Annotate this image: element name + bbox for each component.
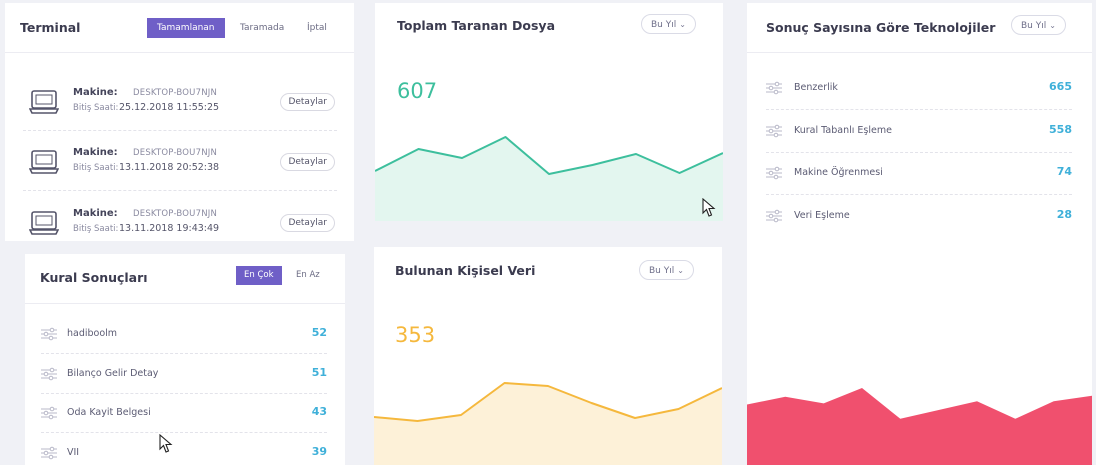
technology-count: 28	[1056, 208, 1072, 221]
details-button[interactable]: Detaylar	[280, 93, 335, 111]
scanned-files-filter[interactable]: Bu Yıl ⌄	[641, 14, 696, 34]
laptop-icon	[29, 90, 59, 114]
machine-label: Makine:	[73, 87, 118, 98]
list-item[interactable]: Makine Öğrenmesi 74	[766, 153, 1072, 195]
personal-data-value: 353	[395, 323, 436, 347]
tab-scanning[interactable]: Taramada	[240, 23, 285, 33]
end-time-value: 13.11.2018 19:43:49	[119, 223, 220, 234]
terminal-row: Makine: DESKTOP-BOU7NJN Bitiş Saati: 13.…	[23, 133, 337, 191]
technologies-filter[interactable]: Bu Yıl ⌄	[1011, 15, 1066, 35]
mouse-cursor-icon	[702, 198, 716, 217]
rule-count: 52	[311, 326, 327, 339]
technology-name: Veri Eşleme	[794, 210, 850, 221]
end-time-label: Bitiş Saati:	[73, 224, 119, 234]
scanned-files-title: Toplam Taranan Dosya	[397, 18, 556, 33]
chevron-down-icon: ⌄	[677, 266, 684, 275]
scanned-files-card: Toplam Taranan Dosya Bu Yıl ⌄ 607	[375, 3, 723, 221]
rule-count: 51	[311, 366, 327, 379]
details-button[interactable]: Detaylar	[280, 153, 335, 171]
machine-label: Makine:	[73, 208, 118, 219]
terminal-title: Terminal	[20, 20, 81, 35]
chart-line	[374, 382, 722, 422]
tab-completed[interactable]: Tamamlanan	[147, 18, 225, 38]
terminal-row: Makine: DESKTOP-BOU7NJN Bitiş Saati: 13.…	[23, 194, 337, 241]
machine-label: Makine:	[73, 147, 118, 158]
technologies-header: Sonuç Sayısına Göre Teknolojiler Bu Yıl ⌄	[747, 3, 1092, 53]
machine-name: DESKTOP-BOU7NJN	[133, 209, 218, 219]
tab-least[interactable]: En Az	[296, 270, 320, 280]
end-time-value: 25.12.2018 11:55:25	[119, 102, 220, 113]
filter-label: Bu Yıl	[1021, 21, 1047, 31]
laptop-icon	[29, 211, 59, 235]
sliders-icon	[41, 367, 57, 381]
list-item[interactable]: Kural Tabanlı Eşleme 558	[766, 111, 1072, 153]
rule-name: VII	[67, 447, 80, 458]
sliders-icon	[766, 166, 782, 180]
chart-line	[375, 136, 723, 175]
machine-name: DESKTOP-BOU7NJN	[133, 148, 218, 158]
rule-count: 39	[311, 445, 327, 458]
laptop-icon	[29, 150, 59, 174]
technology-name: Benzerlik	[794, 82, 838, 93]
list-item[interactable]: hadiboolm 52	[41, 314, 327, 354]
rule-results-title: Kural Sonuçları	[40, 270, 148, 285]
sliders-icon	[766, 209, 782, 223]
technology-name: Makine Öğrenmesi	[794, 167, 883, 178]
chart-area	[747, 388, 1092, 465]
technology-count: 558	[1049, 123, 1072, 136]
scanned-files-chart	[375, 136, 723, 221]
technologies-title: Sonuç Sayısına Göre Teknolojiler	[766, 20, 996, 35]
sliders-icon	[41, 446, 57, 460]
rule-results-header: Kural Sonuçları En Çok En Az	[25, 254, 345, 304]
details-button[interactable]: Detaylar	[280, 214, 335, 232]
chart-area	[375, 137, 723, 221]
sliders-icon	[41, 327, 57, 341]
personal-data-card: Bulunan Kişisel Veri Bu Yıl ⌄ 353	[374, 247, 722, 465]
terminal-header: Terminal Tamamlanan Taramada İptal	[5, 3, 354, 53]
list-item[interactable]: Benzerlik 665	[766, 68, 1072, 110]
tab-most[interactable]: En Çok	[236, 266, 282, 285]
personal-data-filter[interactable]: Bu Yıl ⌄	[639, 260, 694, 280]
list-item[interactable]: VII 39	[41, 433, 327, 465]
red-area-chart	[747, 388, 1092, 465]
tab-cancelled[interactable]: İptal	[307, 23, 327, 33]
personal-data-title: Bulunan Kişisel Veri	[395, 263, 536, 278]
filter-label: Bu Yıl	[651, 20, 677, 30]
rule-count: 43	[311, 405, 327, 418]
end-time-label: Bitiş Saati:	[73, 103, 119, 113]
rule-name: Bilanço Gelir Detay	[67, 368, 159, 379]
rule-results-card: Kural Sonuçları En Çok En Az hadiboolm 5…	[25, 254, 345, 465]
technology-count: 74	[1056, 165, 1072, 178]
chevron-down-icon: ⌄	[1049, 21, 1056, 30]
mouse-cursor-icon	[159, 434, 173, 453]
machine-name: DESKTOP-BOU7NJN	[133, 88, 218, 98]
filter-label: Bu Yıl	[649, 266, 675, 276]
terminal-card: Terminal Tamamlanan Taramada İptal Makin…	[5, 3, 354, 241]
sliders-icon	[766, 81, 782, 95]
list-item[interactable]: Bilanço Gelir Detay 51	[41, 354, 327, 394]
personal-data-chart	[374, 382, 722, 465]
sliders-icon	[41, 406, 57, 420]
technology-count: 665	[1049, 80, 1072, 93]
chart-area	[374, 383, 722, 465]
end-time-value: 13.11.2018 20:52:38	[119, 162, 220, 173]
scanned-files-value: 607	[397, 79, 438, 103]
red-chart-card	[747, 229, 1092, 465]
end-time-label: Bitiş Saati:	[73, 163, 119, 173]
list-item[interactable]: Oda Kayit Belgesi 43	[41, 393, 327, 433]
technology-name: Kural Tabanlı Eşleme	[794, 125, 892, 136]
technologies-card: Sonuç Sayısına Göre Teknolojiler Bu Yıl ⌄…	[747, 3, 1092, 238]
sliders-icon	[766, 124, 782, 138]
chevron-down-icon: ⌄	[679, 20, 686, 29]
terminal-row: Makine: DESKTOP-BOU7NJN Bitiş Saati: 25.…	[23, 73, 337, 131]
rule-name: Oda Kayit Belgesi	[67, 407, 151, 418]
rule-name: hadiboolm	[67, 328, 118, 339]
